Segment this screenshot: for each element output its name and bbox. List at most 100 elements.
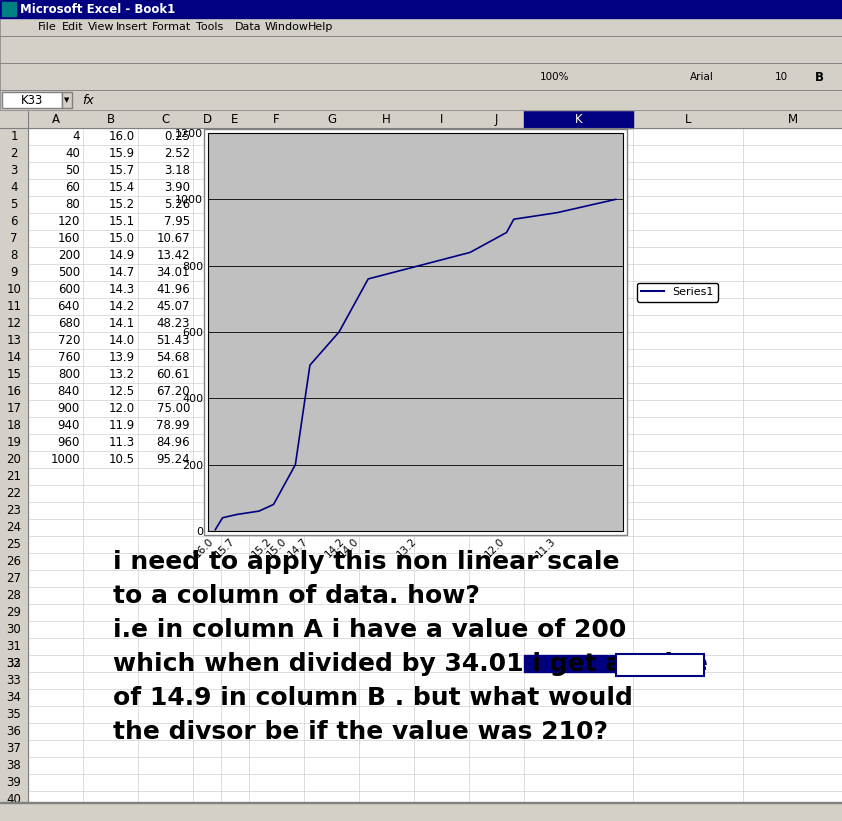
Bar: [616, 654, 704, 676]
Text: 36: 36: [7, 725, 21, 738]
Text: 14.2: 14.2: [109, 300, 135, 313]
Text: 13.2: 13.2: [109, 368, 135, 381]
Text: Help: Help: [308, 22, 333, 32]
Text: 5: 5: [10, 198, 18, 211]
Text: 27: 27: [7, 572, 22, 585]
Bar: [2, 2, 16, 16]
Text: 24: 24: [7, 521, 22, 534]
Text: Format: Format: [152, 22, 191, 32]
Text: 15.4: 15.4: [109, 181, 135, 194]
Text: 5.26: 5.26: [164, 198, 190, 211]
Text: 840: 840: [58, 385, 80, 398]
Text: D: D: [202, 112, 211, 126]
Text: 4: 4: [10, 181, 18, 194]
Text: 95.24: 95.24: [157, 453, 190, 466]
Text: 10: 10: [7, 283, 21, 296]
Text: 51.43: 51.43: [157, 334, 190, 347]
Text: 38: 38: [7, 759, 21, 772]
Text: 28: 28: [7, 589, 21, 602]
Bar: [0, 90, 842, 110]
Bar: [524, 655, 633, 672]
Text: 35: 35: [7, 708, 21, 721]
Text: 16.0: 16.0: [109, 130, 135, 143]
Text: 13: 13: [7, 334, 21, 347]
Bar: [204, 129, 627, 535]
Text: 12.5: 12.5: [109, 385, 135, 398]
Text: 37: 37: [7, 742, 21, 755]
Bar: [2, 92, 62, 108]
Text: the divsor be if the value was 210?: the divsor be if the value was 210?: [113, 719, 608, 744]
Text: 14: 14: [7, 351, 22, 364]
Text: 40: 40: [65, 147, 80, 160]
Text: Window: Window: [265, 22, 309, 32]
Text: 10: 10: [775, 72, 788, 82]
Text: 900: 900: [58, 402, 80, 415]
Bar: [0, 63, 842, 90]
Text: 54.68: 54.68: [157, 351, 190, 364]
Text: K33: K33: [21, 94, 43, 107]
Bar: [0, 128, 28, 821]
Bar: [0, 36, 842, 63]
Text: 800: 800: [58, 368, 80, 381]
Text: 32: 32: [7, 657, 21, 670]
Text: 12.0: 12.0: [109, 402, 135, 415]
Text: L: L: [685, 112, 691, 126]
Text: 720: 720: [57, 334, 80, 347]
Text: 18: 18: [7, 419, 21, 432]
Text: 19: 19: [7, 436, 22, 449]
Text: E: E: [232, 112, 238, 126]
Text: Insert: Insert: [116, 22, 148, 32]
Text: 4: 4: [72, 130, 80, 143]
Text: which when divided by 34.01 i get a value: which when divided by 34.01 i get a valu…: [113, 652, 708, 676]
Text: 14.1: 14.1: [109, 317, 135, 330]
Text: 10.5: 10.5: [109, 453, 135, 466]
Text: B: B: [106, 112, 115, 126]
Text: i.e in column A i have a value of 200: i.e in column A i have a value of 200: [113, 617, 626, 641]
Text: H: H: [382, 112, 391, 126]
Text: 200: 200: [58, 249, 80, 262]
Text: 1000: 1000: [51, 453, 80, 466]
Text: J: J: [495, 112, 498, 126]
Text: 13.9: 13.9: [109, 351, 135, 364]
Text: 3.90: 3.90: [164, 181, 190, 194]
Text: 67.20: 67.20: [157, 385, 190, 398]
Text: 17: 17: [7, 402, 22, 415]
Text: B: B: [815, 71, 824, 84]
Text: 760: 760: [57, 351, 80, 364]
Text: 31: 31: [7, 640, 21, 653]
Text: K: K: [575, 112, 583, 126]
Text: I: I: [440, 112, 443, 126]
Text: 2.52: 2.52: [164, 147, 190, 160]
Text: ▼: ▼: [64, 97, 70, 103]
Text: 15.2: 15.2: [109, 198, 135, 211]
Text: 3.18: 3.18: [164, 164, 190, 177]
Text: 80: 80: [65, 198, 80, 211]
Text: A: A: [51, 112, 60, 126]
Text: Arial: Arial: [690, 72, 714, 82]
Text: Edit: Edit: [62, 22, 83, 32]
Text: 50: 50: [65, 164, 80, 177]
Bar: [0, 802, 842, 803]
Text: Data: Data: [235, 22, 262, 32]
Bar: [0, 0, 842, 18]
Text: 13.42: 13.42: [157, 249, 190, 262]
Text: 6: 6: [10, 215, 18, 228]
Text: 15.1: 15.1: [109, 215, 135, 228]
Text: 940: 940: [57, 419, 80, 432]
Text: i need to apply this non linear scale: i need to apply this non linear scale: [113, 549, 620, 574]
Text: 15.0: 15.0: [109, 232, 135, 245]
Text: 34: 34: [7, 691, 21, 704]
Text: 23: 23: [7, 504, 21, 517]
Bar: [0, 90, 842, 110]
Text: 22: 22: [7, 487, 22, 500]
Text: 26: 26: [7, 555, 22, 568]
Text: 48.23: 48.23: [157, 317, 190, 330]
Text: 0.25: 0.25: [164, 130, 190, 143]
Text: 11: 11: [7, 300, 22, 313]
Text: 60: 60: [65, 181, 80, 194]
Text: 29: 29: [7, 606, 22, 619]
Text: 960: 960: [57, 436, 80, 449]
Bar: [62, 92, 72, 108]
Text: 41: 41: [7, 810, 22, 821]
Bar: [0, 18, 842, 36]
